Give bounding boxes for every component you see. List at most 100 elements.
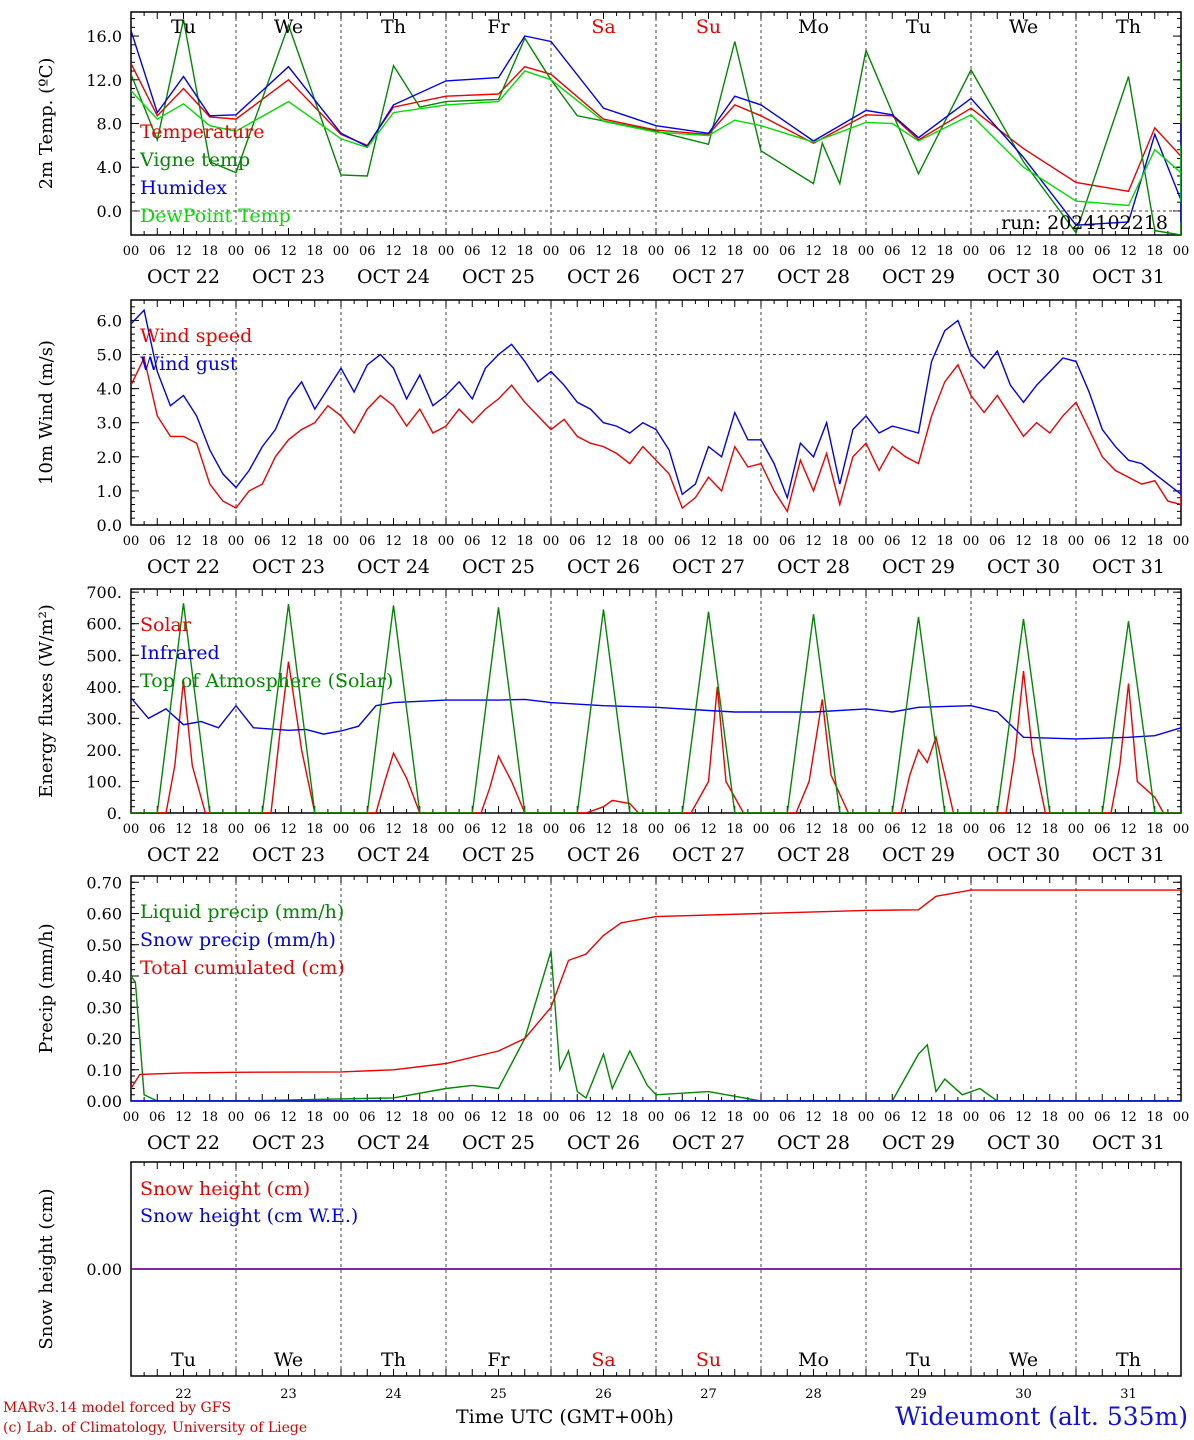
hour-label: 06 <box>569 1110 586 1125</box>
hour-label: 06 <box>884 244 901 259</box>
day-number: 27 <box>700 1387 717 1402</box>
date-label: OCT 23 <box>252 1132 325 1154</box>
hour-label: 00 <box>228 244 245 259</box>
date-label: OCT 30 <box>987 1132 1060 1154</box>
hour-label: 06 <box>149 534 166 549</box>
hour-label: 12 <box>595 244 612 259</box>
hour-label: 06 <box>989 244 1006 259</box>
hour-label: 12 <box>385 534 402 549</box>
hour-label: 18 <box>411 822 428 837</box>
date-label: OCT 31 <box>1092 844 1165 866</box>
series-line-1 <box>131 63 1181 194</box>
ytick-label: 0. <box>107 804 122 823</box>
hour-label: 12 <box>280 822 297 837</box>
panel-3: 0. 100. 200. 300. 400. 500. 600. 700. Energy flu… <box>36 583 1189 866</box>
hour-label: 18 <box>516 1110 533 1125</box>
hour-label: 18 <box>621 244 638 259</box>
date-label: OCT 22 <box>147 266 220 288</box>
hour-label: 06 <box>149 822 166 837</box>
hour-label: 06 <box>254 822 271 837</box>
day-abbr-top: Fr <box>487 16 510 38</box>
ytick-label: 200. <box>86 741 122 760</box>
ytick-label: 2.0 <box>97 448 122 467</box>
ytick-label: 0.30 <box>86 998 122 1017</box>
date-label: OCT 26 <box>567 844 640 866</box>
hour-label: 18 <box>1146 244 1163 259</box>
hour-label: 12 <box>1120 1110 1137 1125</box>
hour-label: 12 <box>700 1110 717 1125</box>
date-label: OCT 22 <box>147 844 220 866</box>
hour-label: 18 <box>726 244 743 259</box>
date-label: OCT 28 <box>777 266 850 288</box>
hour-label: 00 <box>1068 534 1085 549</box>
hour-label: 00 <box>543 1110 560 1125</box>
hour-label: 18 <box>306 1110 323 1125</box>
hour-label: 06 <box>359 244 376 259</box>
hour-label: 12 <box>175 244 192 259</box>
hour-label: 12 <box>490 822 507 837</box>
ytick-label: 6.0 <box>97 311 122 330</box>
hour-label: 06 <box>149 1110 166 1125</box>
series-line-3 <box>131 889 1181 1089</box>
day-abbr-top: We <box>1009 16 1038 38</box>
hour-label: 12 <box>490 244 507 259</box>
ytick-label: 0.70 <box>86 873 122 892</box>
ytick-label: 600. <box>86 615 122 634</box>
hour-label: 18 <box>936 244 953 259</box>
panel-5: 0.00 Snow height (cm) Snow height (cm) Snow… <box>36 1161 1182 1402</box>
hour-label: 12 <box>805 244 822 259</box>
hour-label: 00 <box>123 244 140 259</box>
day-abbr-top: Sa <box>591 16 615 38</box>
hour-label: 18 <box>1146 534 1163 549</box>
hour-label: 00 <box>1068 1110 1085 1125</box>
hour-label: 00 <box>228 1110 245 1125</box>
date-label: OCT 24 <box>357 556 430 578</box>
hour-label: 00 <box>963 534 980 549</box>
hour-label: 12 <box>1015 244 1032 259</box>
date-label: OCT 29 <box>882 844 955 866</box>
hour-label: 00 <box>543 244 560 259</box>
hour-label: 18 <box>201 822 218 837</box>
hour-label: 00 <box>543 822 560 837</box>
day-abbr-top: Th <box>381 16 406 38</box>
hour-label: 18 <box>831 1110 848 1125</box>
hour-label: 00 <box>438 244 455 259</box>
hour-label: 12 <box>910 534 927 549</box>
day-abbr-top: Mo <box>798 16 829 38</box>
hour-label: 06 <box>359 822 376 837</box>
hour-label: 12 <box>280 534 297 549</box>
date-label: OCT 26 <box>567 556 640 578</box>
day-number: 25 <box>490 1387 507 1402</box>
ytick-label: 0.10 <box>86 1061 122 1080</box>
day-abbr-bottom: Th <box>381 1349 406 1371</box>
hour-label: 00 <box>1173 822 1190 837</box>
hour-label: 06 <box>779 822 796 837</box>
hour-label: 18 <box>831 822 848 837</box>
ytick-label: 0.00 <box>86 1092 122 1111</box>
hour-label: 18 <box>726 1110 743 1125</box>
hour-label: 12 <box>1015 534 1032 549</box>
legend-entry-2: Snow precip (mm/h) <box>140 929 336 951</box>
hour-label: 12 <box>595 534 612 549</box>
series-line-3 <box>131 603 1181 813</box>
legend-entry-1: Temperature <box>140 121 264 143</box>
day-abbr-bottom: We <box>274 1349 303 1371</box>
hour-label: 18 <box>411 244 428 259</box>
hour-label: 00 <box>123 1110 140 1125</box>
hour-label: 00 <box>543 534 560 549</box>
panel-2: 0.0 1.0 2.0 3.0 4.0 5.0 6.0 10m Wind (m/s) Wind … <box>36 299 1189 578</box>
legend-entry-1: Wind speed <box>140 325 252 347</box>
legend-entry-1: Solar <box>140 614 192 636</box>
date-label: OCT 24 <box>357 844 430 866</box>
hour-label: 18 <box>936 1110 953 1125</box>
hour-label: 18 <box>411 1110 428 1125</box>
hour-label: 06 <box>674 534 691 549</box>
hour-label: 18 <box>621 1110 638 1125</box>
ytick-label: 0.0 <box>97 516 122 535</box>
hour-label: 12 <box>1015 822 1032 837</box>
legend-entry-3: Humidex <box>140 177 227 199</box>
date-label: OCT 24 <box>357 1132 430 1154</box>
series-line-1 <box>131 355 1181 514</box>
ytick-label: 0.0 <box>97 202 122 221</box>
hour-label: 12 <box>385 1110 402 1125</box>
